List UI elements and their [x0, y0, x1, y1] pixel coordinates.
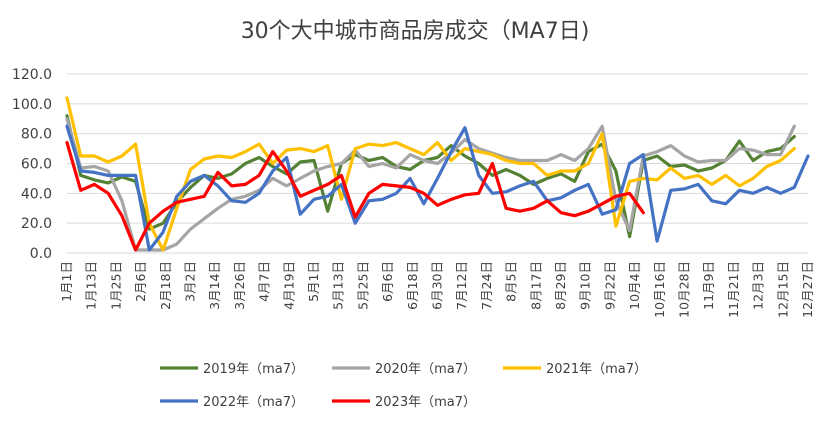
legend-label: 2020年（ma7） — [375, 362, 476, 377]
series-line-5 — [65, 141, 645, 252]
x-tick-label: 12月15日 — [775, 261, 790, 318]
x-tick-label: 1月1日 — [59, 261, 74, 302]
legend-item: 2021年（ma7） — [503, 362, 647, 377]
y-tick-label: 0.0 — [30, 246, 52, 262]
y-tick-label: 20.0 — [21, 216, 52, 232]
x-tick-label: 2月6日 — [133, 261, 148, 302]
x-tick-label: 6月18日 — [405, 261, 420, 310]
legend-item: 2022年（ma7） — [160, 395, 304, 410]
x-tick-label: 10月16日 — [652, 261, 667, 318]
x-tick-label: 8月17日 — [528, 261, 543, 310]
x-tick-label: 11月21日 — [726, 261, 741, 318]
x-tick-label: 5月25日 — [355, 261, 370, 310]
legend-item: 2020年（ma7） — [332, 362, 476, 377]
x-tick-label: 2月18日 — [158, 261, 173, 310]
legend-label: 2022年（ma7） — [203, 395, 304, 410]
x-tick-label: 8月5日 — [504, 261, 519, 302]
legend-item: 2019年（ma7） — [160, 362, 304, 377]
y-tick-label: 40.0 — [21, 186, 52, 202]
series-line-4 — [65, 124, 810, 252]
x-tick-label: 7月12日 — [454, 261, 469, 310]
x-tick-label: 1月25日 — [108, 261, 123, 310]
legend-item: 2023年（ma7） — [332, 395, 476, 410]
x-tick-label: 10月4日 — [627, 261, 642, 310]
x-tick-label: 1月13日 — [84, 261, 99, 310]
x-tick-label: 5月13日 — [331, 261, 346, 310]
x-tick-label: 9月10日 — [578, 261, 593, 310]
x-tick-label: 8月29日 — [553, 261, 568, 310]
y-tick-label: 120.0 — [12, 67, 52, 83]
x-tick-label: 9月22日 — [602, 261, 617, 310]
x-tick-label: 12月3日 — [751, 261, 766, 310]
y-axis-ticks: 0.0 20.0 40.0 60.0 80.0 100.0 120.0 — [12, 67, 52, 262]
series-line-1 — [65, 114, 796, 239]
x-tick-label: 3月14日 — [207, 261, 222, 310]
x-axis-ticks: 1月1日 1月13日 1月25日 2月6日 2月18日 3月2日 3月14日 3月26日 4月7… — [59, 261, 815, 318]
legend-label: 2023年（ma7） — [375, 395, 476, 410]
series-line-3 — [65, 96, 796, 252]
y-tick-label: 60.0 — [21, 157, 52, 173]
x-tick-label: 6月30日 — [430, 261, 445, 310]
x-tick-label: 4月7日 — [257, 261, 272, 302]
series-lines — [65, 96, 810, 252]
x-tick-label: 3月26日 — [232, 261, 247, 310]
series-line-2 — [65, 117, 796, 252]
x-tick-label: 6月6日 — [380, 261, 395, 302]
x-tick-label: 11月9日 — [701, 261, 716, 310]
y-tick-label: 100.0 — [12, 97, 52, 113]
legend: 2019年（ma7） 2020年（ma7） 2021年（ma7） 2022年（ma7）… — [160, 362, 647, 410]
x-tick-label: 7月24日 — [479, 261, 494, 310]
x-tick-label: 12月27日 — [800, 261, 815, 318]
x-tick-label: 5月1日 — [306, 261, 321, 302]
x-tick-label: 10月28日 — [677, 261, 692, 318]
legend-label: 2021年（ma7） — [546, 362, 647, 377]
x-tick-label: 3月2日 — [183, 261, 198, 302]
chart-title: 30个大中城市商品房成交（MA7日) — [241, 19, 590, 44]
legend-label: 2019年（ma7） — [203, 362, 304, 377]
y-tick-label: 80.0 — [21, 127, 52, 143]
x-tick-label: 4月19日 — [281, 261, 296, 310]
